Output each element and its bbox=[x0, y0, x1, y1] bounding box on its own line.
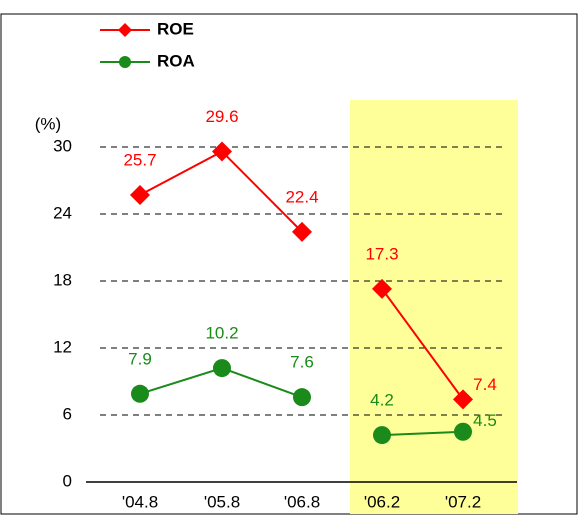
line bbox=[139, 150, 303, 233]
highlight-band bbox=[350, 100, 518, 514]
x-tick-label: '06.8 bbox=[284, 492, 320, 511]
data-label: 4.2 bbox=[370, 391, 394, 410]
data-label: 25.7 bbox=[123, 151, 156, 170]
frame bbox=[0, 13, 578, 515]
data-label: 7.4 bbox=[473, 375, 497, 394]
data-label: 29.6 bbox=[205, 107, 238, 126]
marker bbox=[130, 185, 150, 206]
legend-label: ROE bbox=[157, 19, 194, 38]
y-tick-label: 24 bbox=[53, 203, 72, 222]
y-tick-label: 30 bbox=[53, 136, 72, 155]
marker bbox=[213, 359, 231, 378]
marker bbox=[453, 389, 473, 410]
line bbox=[381, 288, 464, 400]
marker bbox=[131, 384, 149, 403]
marker bbox=[292, 221, 312, 242]
marker bbox=[372, 278, 392, 299]
data-label: 7.9 bbox=[128, 349, 152, 368]
marker bbox=[373, 426, 391, 445]
data-label: 22.4 bbox=[285, 187, 318, 206]
marker bbox=[212, 141, 232, 162]
x-tick-label: '07.2 bbox=[445, 492, 481, 511]
data-label: 4.5 bbox=[473, 411, 497, 430]
legend-label: ROA bbox=[157, 51, 195, 70]
data-label: 10.2 bbox=[205, 324, 238, 343]
y-tick-label: 18 bbox=[53, 270, 72, 289]
x-tick-label: '05.8 bbox=[204, 492, 240, 511]
data-label: 17.3 bbox=[365, 244, 398, 263]
y-axis-label: (%) bbox=[35, 114, 61, 133]
marker bbox=[454, 422, 472, 441]
x-tick-label: '06.2 bbox=[364, 492, 400, 511]
y-tick-label: 0 bbox=[63, 471, 72, 490]
y-tick-label: 6 bbox=[63, 404, 72, 423]
marker bbox=[293, 388, 311, 407]
x-tick-label: '04.8 bbox=[122, 492, 158, 511]
legend-marker bbox=[119, 56, 131, 68]
y-tick-label: 12 bbox=[53, 337, 72, 356]
legend-marker bbox=[118, 23, 132, 37]
data-label: 7.6 bbox=[290, 353, 314, 372]
line bbox=[381, 430, 464, 437]
